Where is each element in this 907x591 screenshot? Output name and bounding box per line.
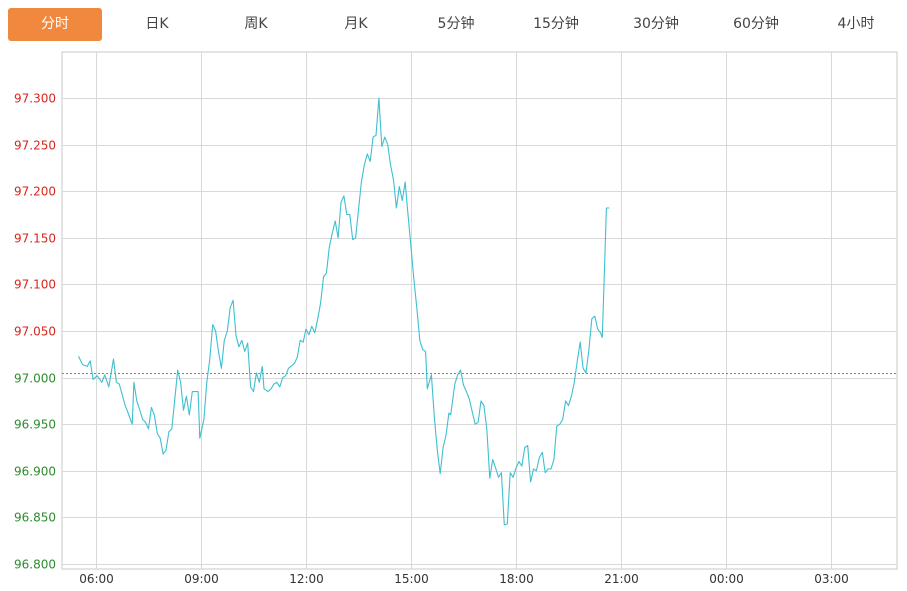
chart-tabs: 分时 日K 周K 月K 5分钟 15分钟 30分钟 60分钟 4小时 [0,0,907,48]
y-tick-label: 96.800 [14,558,56,572]
x-tick-label: 12:00 [289,572,324,586]
x-tick-label: 15:00 [394,572,429,586]
tab-30min[interactable]: 30分钟 [633,16,679,32]
tab-week-k[interactable]: 周K [244,16,268,32]
tab-60min[interactable]: 60分钟 [733,16,779,32]
y-tick-label: 97.300 [14,92,56,106]
plot-frame [61,51,898,570]
y-tick-label: 96.850 [14,511,56,525]
x-tick-label: 09:00 [184,572,219,586]
x-tick-label: 00:00 [709,572,744,586]
x-tick-label: 21:00 [604,572,639,586]
tab-day-k[interactable]: 日K [145,16,169,32]
y-tick-label: 97.000 [14,372,56,386]
tab-month-k[interactable]: 月K [344,16,368,32]
x-tick-label: 06:00 [79,572,114,586]
x-tick-label: 18:00 [499,572,534,586]
y-tick-label: 97.200 [14,185,56,199]
y-tick-label: 96.900 [14,465,56,479]
y-tick-label: 97.150 [14,232,56,246]
tab-15min[interactable]: 15分钟 [533,16,579,32]
price-line [78,97,610,526]
y-tick-label: 97.100 [14,278,56,292]
x-tick-label: 03:00 [814,572,849,586]
y-tick-label: 96.950 [14,418,56,432]
y-tick-label: 97.250 [14,139,56,153]
tab-5min[interactable]: 5分钟 [437,16,475,32]
tab-fenshi[interactable]: 分时 [8,8,102,41]
tab-4hour[interactable]: 4小时 [837,16,875,32]
y-tick-label: 97.050 [14,325,56,339]
